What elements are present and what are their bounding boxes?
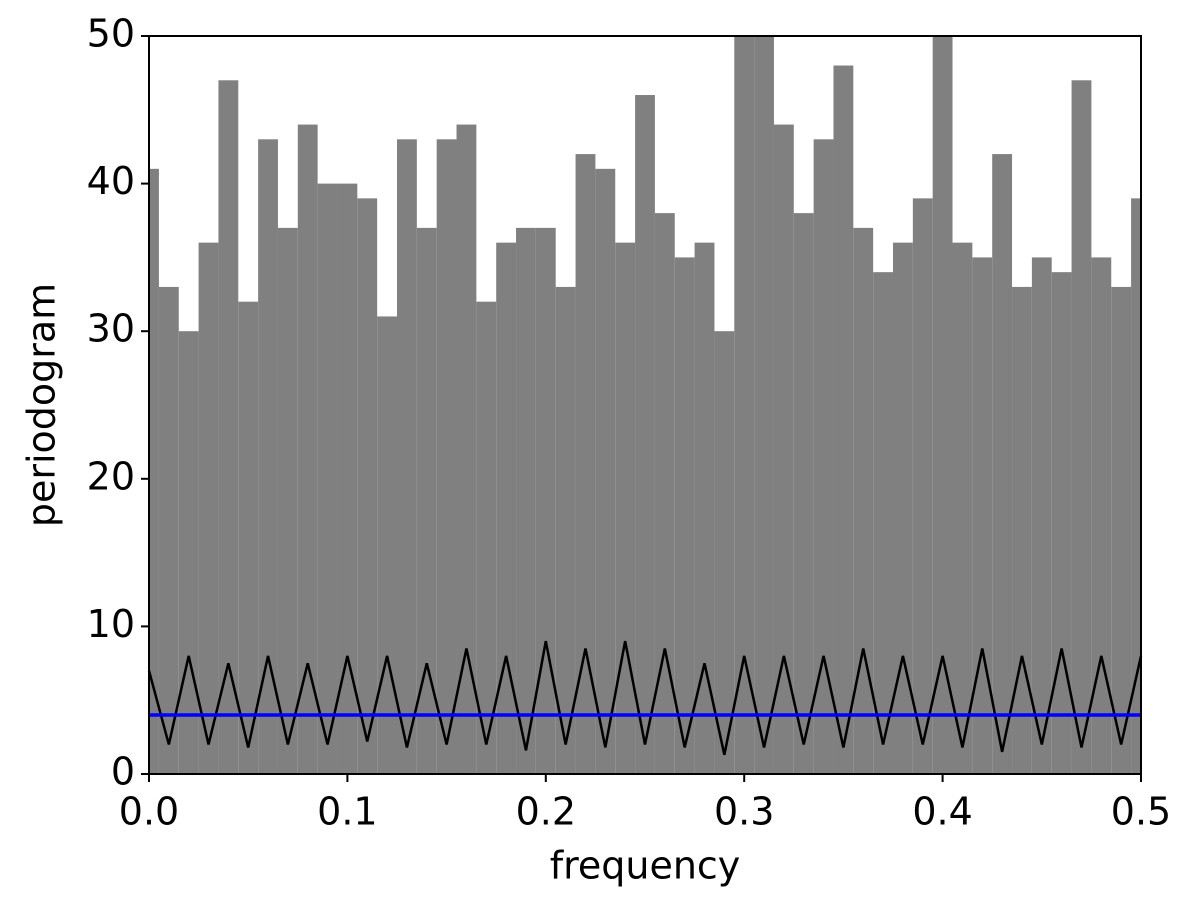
x-tick-label: 0.0 [119,790,179,834]
periodogram-stem [813,139,834,774]
periodogram-stem [158,286,179,774]
y-tick-label: 40 [87,159,135,203]
periodogram-stem [516,227,536,774]
periodogram-stem [1051,272,1072,774]
periodogram-stem [635,95,655,775]
periodogram-stem [397,139,417,774]
periodogram-stem [912,198,933,775]
periodogram-stem [535,227,556,774]
periodogram-stem [258,139,278,774]
periodogram-stem [773,124,794,774]
x-tick-label: 0.4 [912,790,972,834]
periodogram-stem [238,301,259,774]
periodogram-stem [416,227,437,774]
periodogram-stem [873,272,893,774]
periodogram-stem [972,257,993,774]
periodogram-stem [1071,80,1092,774]
periodogram-stem [198,242,219,774]
periodogram-stem [357,198,378,775]
periodogram-stem [1091,257,1112,774]
x-tick-label: 0.5 [1111,790,1171,834]
y-tick-label: 30 [87,307,135,351]
periodogram-stem [654,213,675,774]
periodogram-stem [793,213,814,774]
periodogram-stem [317,183,338,775]
periodogram-stem [149,168,159,775]
periodogram-stem [754,36,774,774]
periodogram-stem [932,36,953,774]
y-axis-label: periodogram [20,283,64,527]
periodogram-stem [694,242,715,774]
periodogram-stem [575,154,596,774]
band-line [147,640,1143,756]
periodogram-stem [833,65,854,774]
y-tick-label: 50 [87,12,135,56]
x-tick-label: 0.2 [516,790,576,834]
periodogram-stem [297,124,318,774]
periodogram-stem [476,301,497,774]
periodogram-stem [1012,286,1032,774]
periodogram-stem [496,242,517,774]
x-tick-label: 0.3 [714,790,774,834]
periodogram-stem [436,139,457,774]
periodogram-stem [615,242,636,774]
x-axis-label: frequency [550,844,741,888]
periodogram-stem [952,242,973,774]
periodogram-stem [893,242,913,774]
plot-frame [148,35,1142,775]
y-tick-label: 20 [87,454,135,498]
periodogram-stem [456,124,477,774]
x-tick-label: 0.1 [317,790,377,834]
periodogram-stem [555,286,576,774]
periodogram-stem [337,183,358,775]
periodogram-stem [1131,198,1141,775]
periodogram-stem [853,227,874,774]
periodogram-stem [277,227,298,774]
periodogram-stem [714,331,735,774]
periodogram-stem [178,331,199,774]
periodogram-stem [218,80,239,774]
y-tick-label: 0 [111,750,135,794]
periodogram-stem [1031,257,1052,774]
periodogram-stem [377,316,397,774]
periodogram-stem [992,154,1013,774]
periodogram-stem [734,36,755,774]
periodogram-stem [595,168,616,775]
periodogram-stem [674,257,695,774]
periodogram-stem [1111,286,1132,774]
y-tick-label: 10 [87,602,135,646]
